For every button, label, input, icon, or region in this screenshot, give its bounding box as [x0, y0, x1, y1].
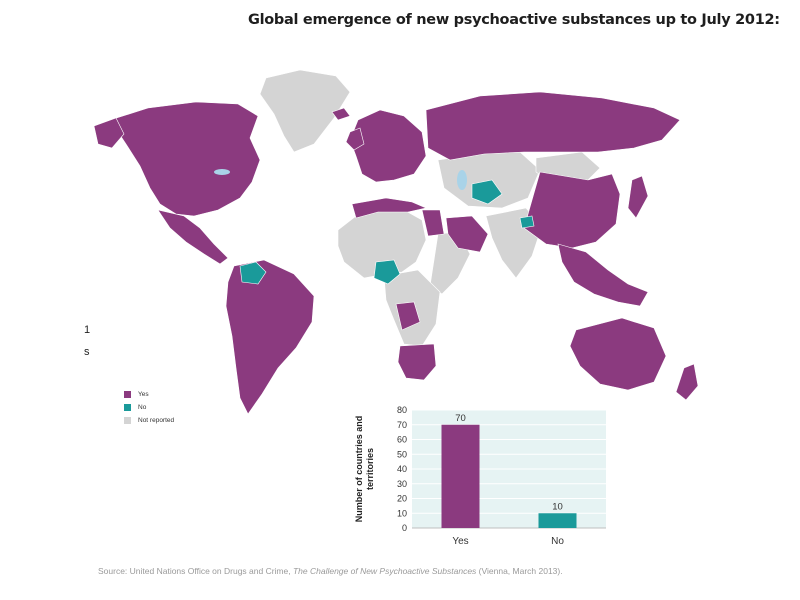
legend-swatch [124, 404, 131, 411]
caspian-sea [457, 170, 467, 190]
southern-africa [397, 343, 437, 381]
russia [425, 91, 681, 161]
edge-mark: s [84, 346, 90, 358]
y-tick-label: 60 [397, 435, 407, 445]
bar-no [538, 513, 577, 528]
source-publication: The Challenge of New Psychoactive Substa… [292, 566, 477, 576]
legend-item-yes: Yes [124, 388, 174, 401]
north-africa [351, 197, 427, 219]
venezuela [239, 261, 267, 285]
legend-label: Not reported [138, 417, 175, 424]
y-tick-label: 50 [397, 449, 407, 459]
x-tick-label: Yes [452, 536, 468, 547]
legend-item-no: No [124, 401, 174, 414]
uk-ireland [345, 127, 365, 151]
y-axis-label-line: territories [365, 448, 375, 490]
bar-chart: 0 10 20 30 40 50 60 70 80 70 Yes 10 No Number of coun… [354, 405, 606, 547]
legend-item-not-reported: Not reported [124, 414, 174, 427]
y-tick-label: 40 [397, 464, 407, 474]
angola [395, 301, 421, 331]
data-label: 70 [455, 413, 466, 424]
edge-mark: 1 [84, 324, 91, 336]
arabian-peninsula [445, 215, 489, 253]
legend-swatch [124, 391, 131, 398]
japan [627, 175, 649, 219]
y-tick-label: 10 [397, 508, 407, 518]
world-map [93, 69, 699, 415]
china-east-asia [523, 171, 621, 249]
new-zealand [675, 363, 699, 401]
source-note: Source: United Nations Office on Drugs a… [98, 566, 563, 576]
data-label: 10 [552, 501, 563, 512]
source-prefix: Source: United Nations Office on Drugs a… [98, 566, 293, 576]
y-axis-label-line: Number of countries and [354, 416, 364, 523]
legend: Yes No Not reported [124, 388, 174, 427]
south-america [225, 259, 315, 415]
egypt [421, 209, 445, 237]
nigeria [373, 259, 401, 285]
y-tick-label: 0 [402, 523, 407, 533]
legend-label: Yes [138, 391, 149, 398]
greenland [259, 69, 351, 153]
europe [349, 109, 427, 183]
himalaya-no [519, 215, 535, 229]
y-tick-label: 20 [397, 494, 407, 504]
great-lakes [214, 169, 230, 175]
bar-yes [441, 424, 480, 528]
southeast-asia [557, 243, 649, 307]
mexico-central-america [157, 209, 229, 265]
source-suffix: (Vienna, March 2013). [476, 566, 563, 576]
y-axis-label: Number of countries andterritories [354, 416, 375, 523]
yes-regions [93, 91, 699, 415]
legend-label: No [138, 404, 147, 411]
y-tick-label: 80 [397, 405, 407, 415]
no-regions [239, 179, 535, 285]
y-tick-label: 30 [397, 479, 407, 489]
north-america [109, 101, 261, 217]
water-bodies [214, 169, 467, 190]
x-tick-label: No [551, 536, 564, 547]
iceland [331, 107, 351, 121]
legend-swatch [124, 417, 131, 424]
alaska [93, 117, 125, 149]
central-asia-no [471, 179, 503, 205]
australia [569, 317, 667, 391]
map-title: Global emergence of new psychoactive sub… [248, 12, 780, 28]
y-tick-label: 70 [397, 420, 407, 430]
